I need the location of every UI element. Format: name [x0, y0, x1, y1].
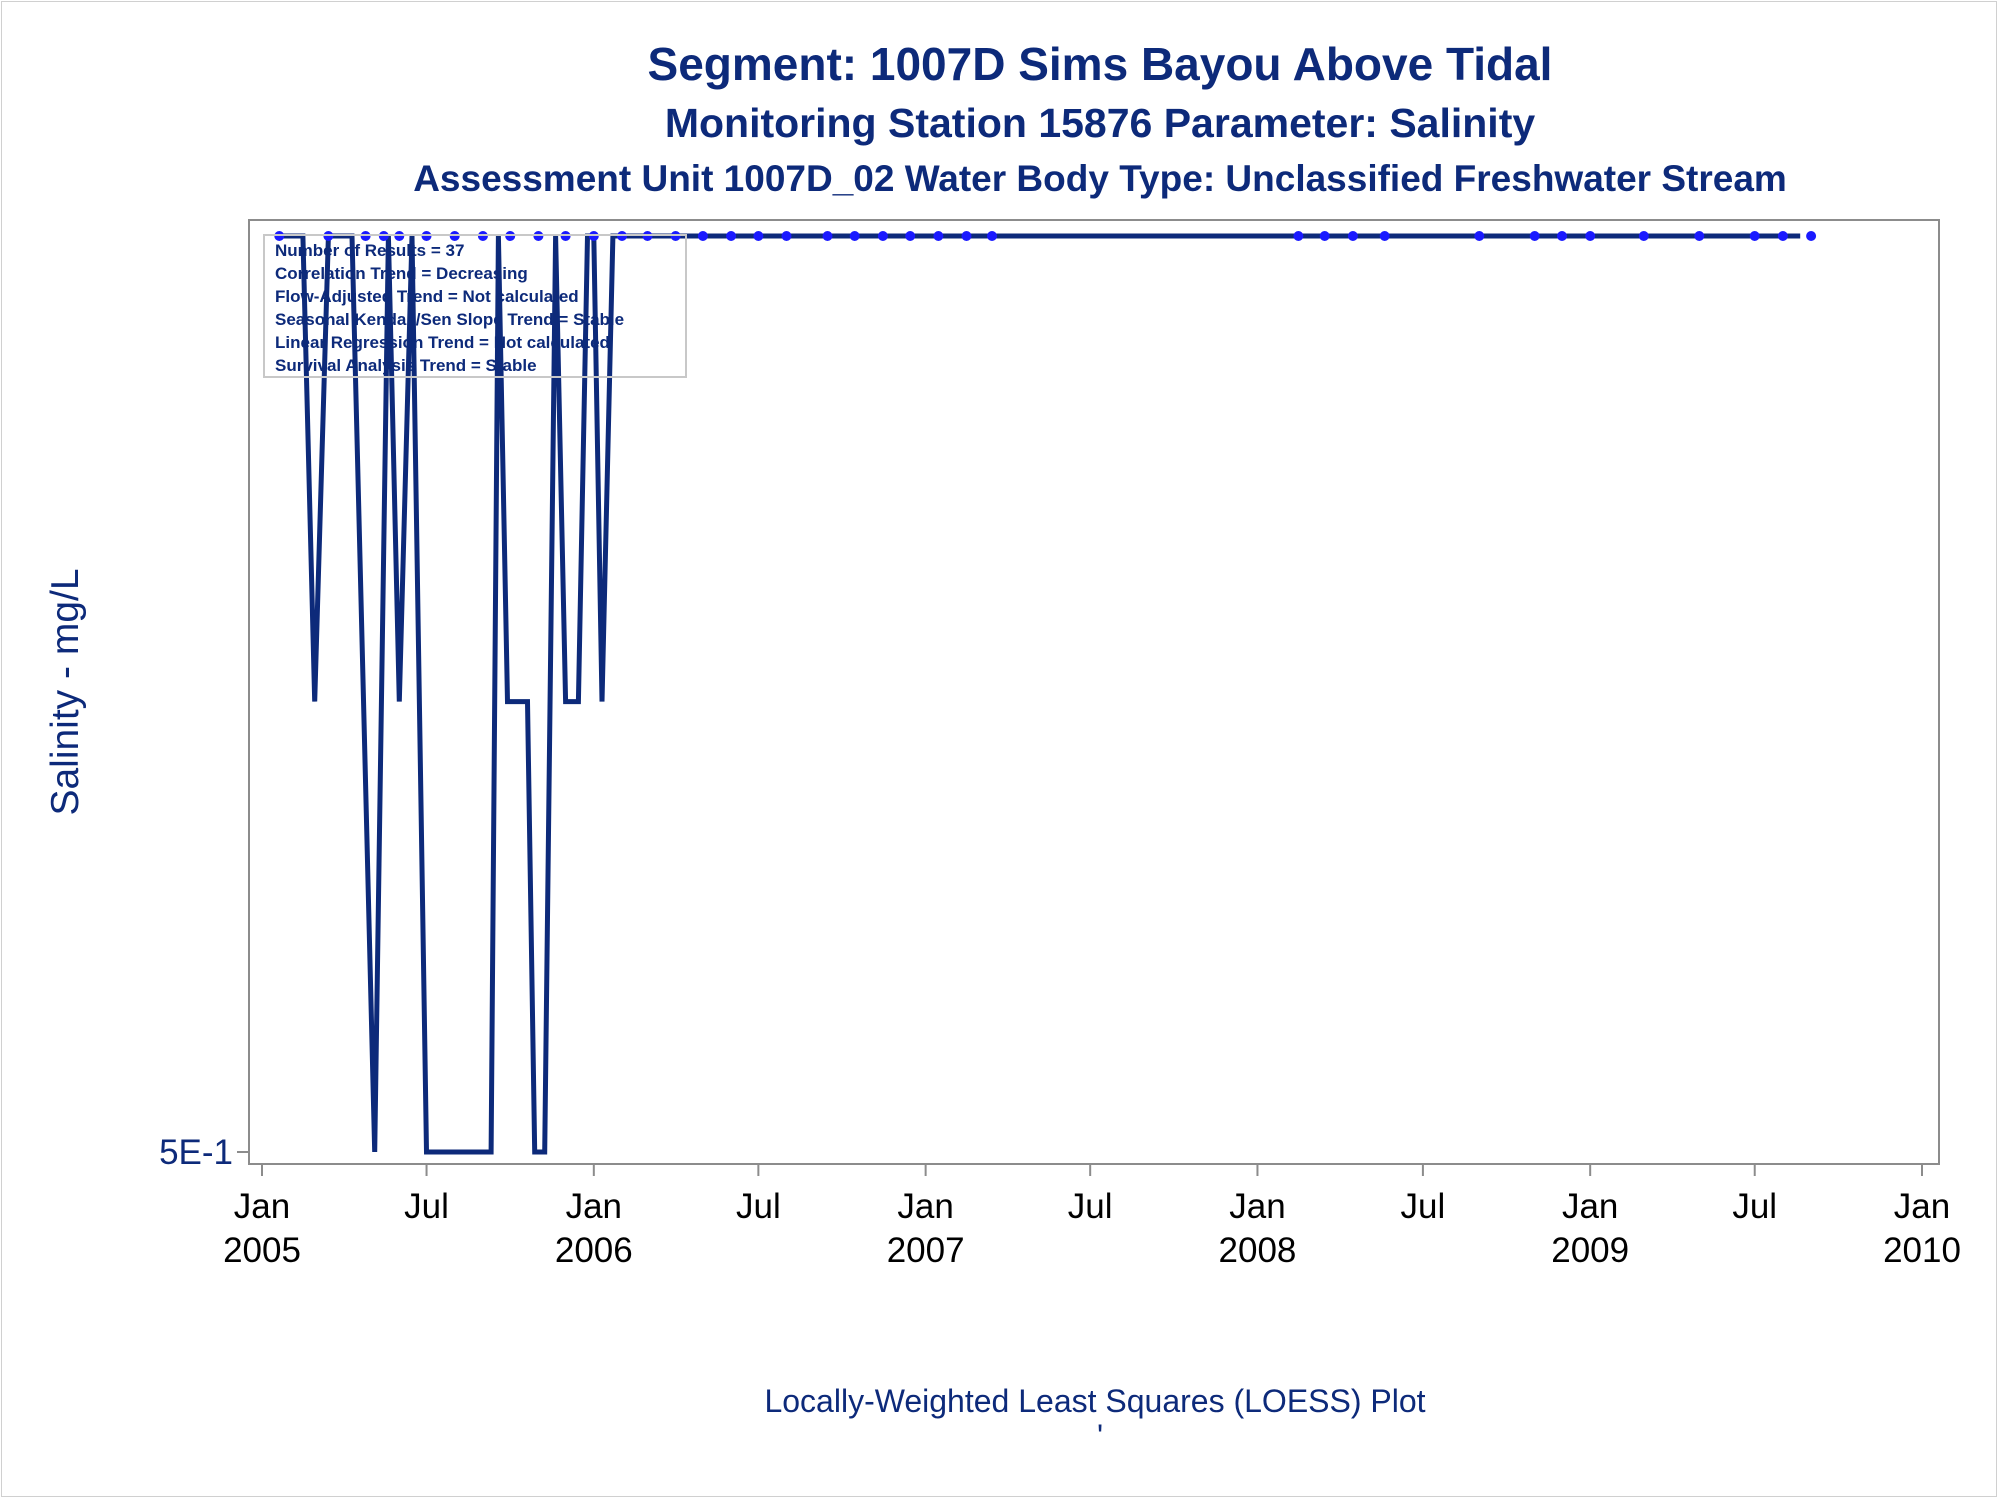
observation-point — [726, 231, 737, 241]
observation-point — [933, 231, 944, 241]
observation-point — [1319, 231, 1330, 241]
x-tick-label: Jan — [234, 1187, 290, 1226]
x-tick-label: Jul — [1401, 1187, 1446, 1226]
observation-point — [849, 231, 860, 241]
x-tick-label: Jul — [1732, 1187, 1777, 1226]
observation-point — [1694, 231, 1705, 241]
y-axis-label: Salinity - mg/L — [44, 568, 87, 815]
stat-flow-adjusted-trend: Flow-Adjusted Trend = Not calculated — [275, 287, 579, 306]
x-tick-year-label: 2005 — [223, 1231, 301, 1270]
stat-seasonal-kendall-trend: Seasonal Kendall/Sen Slope Trend = Stabl… — [275, 310, 624, 329]
plot-area — [248, 219, 1940, 1165]
observation-point — [1585, 231, 1596, 241]
observation-point — [1806, 231, 1817, 241]
observation-point — [753, 231, 764, 241]
observation-point — [1529, 231, 1540, 241]
observation-points-series — [274, 231, 1817, 241]
stat-number-of-results: Number of Results = 37 — [275, 241, 464, 260]
footnote-mark: ' — [1097, 1418, 1103, 1454]
x-tick-year-label: 2008 — [1219, 1231, 1297, 1270]
x-tick-label: Jan — [1562, 1187, 1618, 1226]
x-tick-label: Jul — [736, 1187, 781, 1226]
footnote: Locally-Weighted Least Squares (LOESS) P… — [764, 1383, 1425, 1419]
observation-point — [961, 231, 972, 241]
stats-box-border — [263, 234, 687, 378]
observation-point — [987, 231, 997, 241]
x-tick-label: Jan — [1894, 1187, 1950, 1226]
x-tick-label: Jul — [1068, 1187, 1113, 1226]
observation-point — [1557, 231, 1567, 241]
observation-point — [905, 231, 916, 241]
x-tick-label: Jan — [1229, 1187, 1285, 1226]
y-tick-label: 5E-1 — [159, 1133, 233, 1172]
observation-point — [1638, 231, 1649, 241]
observation-point — [1293, 231, 1304, 241]
x-tick-year-label: 2009 — [1551, 1231, 1629, 1270]
x-axis: Jan 2005 Jul Jan 2006 Jul Jan 2007 Jul Jan 2008 Jul… — [223, 1164, 1961, 1270]
stat-correlation-trend: Correlation Trend = Decreasing — [275, 264, 528, 283]
stat-survival-analysis-trend: Survival Analysis Trend = Stable — [275, 356, 537, 375]
observation-point — [1347, 231, 1358, 241]
observation-point — [1749, 231, 1760, 241]
x-tick-year-label: 2010 — [1883, 1231, 1961, 1270]
stat-linear-regression-trend: Linear Regression Trend = Not calculated — [275, 333, 610, 352]
observation-point — [822, 231, 833, 241]
x-tick-label: Jan — [897, 1187, 953, 1226]
observation-point — [1379, 231, 1390, 241]
observation-point — [877, 231, 888, 241]
stats-box: Number of Results = 37 Correlation Trend… — [263, 234, 687, 378]
x-tick-year-label: 2006 — [555, 1231, 633, 1270]
x-tick-year-label: 2007 — [887, 1231, 965, 1270]
chart-subtitle-station: Monitoring Station 15876 Parameter: Sali… — [665, 100, 1536, 146]
observation-point — [1474, 231, 1485, 241]
observation-point — [697, 231, 708, 241]
observation-point — [1777, 231, 1788, 241]
chart-title: Segment: 1007D Sims Bayou Above Tidal — [648, 38, 1553, 90]
chart-subtitle-assessment: Assessment Unit 1007D_02 Water Body Type… — [413, 158, 1787, 199]
x-tick-label: Jan — [566, 1187, 622, 1226]
x-tick-label: Jul — [404, 1187, 449, 1226]
y-axis: 5E-1 — [159, 1133, 249, 1172]
observation-point — [781, 231, 792, 241]
